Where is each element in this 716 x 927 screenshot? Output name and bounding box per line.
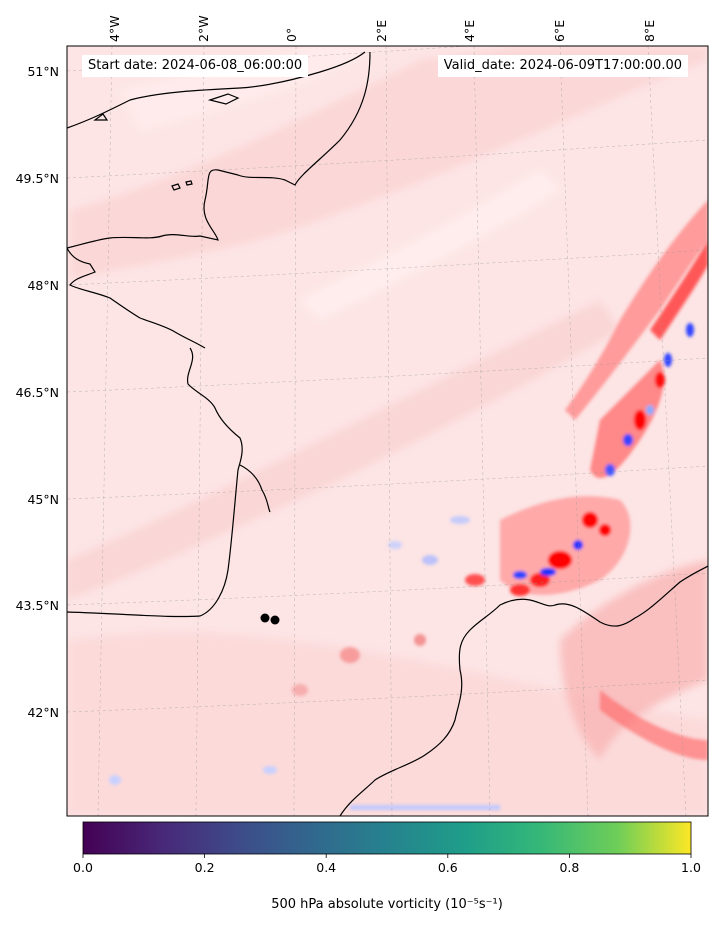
longitude-labels: 4°W 2°W 0° 2°E 4°E 6°E 8°E xyxy=(107,15,657,42)
coastline-spain-med xyxy=(339,565,708,816)
lon-label: 8°E xyxy=(642,20,657,42)
colorbar-label: 500 hPa absolute vorticity (10⁻⁵s⁻¹) xyxy=(271,897,503,912)
marker-point xyxy=(260,613,270,623)
vorticity-belt xyxy=(109,200,708,810)
lon-label: 4°W xyxy=(107,15,122,42)
lat-label: 45°N xyxy=(27,492,59,507)
lat-label: 49.5°N xyxy=(16,171,59,186)
colorbar-gradient xyxy=(82,821,692,855)
lon-label: 2°W xyxy=(196,15,211,42)
colorbar xyxy=(82,821,692,858)
colorbar-tick-label: 0.8 xyxy=(559,860,580,875)
colorbar-tick-label: 0.6 xyxy=(437,860,458,875)
coastline-biscay xyxy=(67,347,243,618)
map-frame xyxy=(66,45,709,817)
start-date-label: Start date: 2024-06-08_06:00:00 xyxy=(82,55,309,77)
lon-label: 2°E xyxy=(374,20,389,42)
vorticity-bands xyxy=(67,46,708,816)
coastline-brittany xyxy=(67,247,206,349)
colorbar-tick-label: 0.0 xyxy=(73,860,93,875)
coastline-england xyxy=(67,51,366,129)
coastlines xyxy=(67,51,708,816)
coastline-france-channel xyxy=(67,51,371,249)
colorbar-tick-label: 1.0 xyxy=(681,860,701,875)
colorbar-tick-label: 0.4 xyxy=(316,860,337,875)
marker-point xyxy=(270,615,280,625)
coastline-gironde xyxy=(239,464,271,513)
latitude-labels: 51°N 49.5°N 48°N 46.5°N 45°N 43.5°N 42°N xyxy=(16,64,59,720)
colorbar-tick-label: 0.2 xyxy=(194,860,215,875)
valid-date-label: Valid_date: 2024-06-09T17:00:00.00 xyxy=(437,55,688,77)
map-plot-area xyxy=(67,46,708,816)
graticule xyxy=(67,46,708,816)
lat-label: 43.5°N xyxy=(16,598,59,613)
lon-label: 4°E xyxy=(462,20,477,42)
lat-label: 51°N xyxy=(27,64,59,79)
coastline-channel-islands xyxy=(171,180,193,191)
lon-label: 6°E xyxy=(552,20,567,42)
marker-points xyxy=(260,613,280,625)
lat-label: 46.5°N xyxy=(16,385,59,400)
lon-label: 0° xyxy=(284,28,299,42)
coastline-ireland-sea xyxy=(93,93,240,121)
lat-label: 48°N xyxy=(27,278,59,293)
lat-label: 42°N xyxy=(27,705,59,720)
